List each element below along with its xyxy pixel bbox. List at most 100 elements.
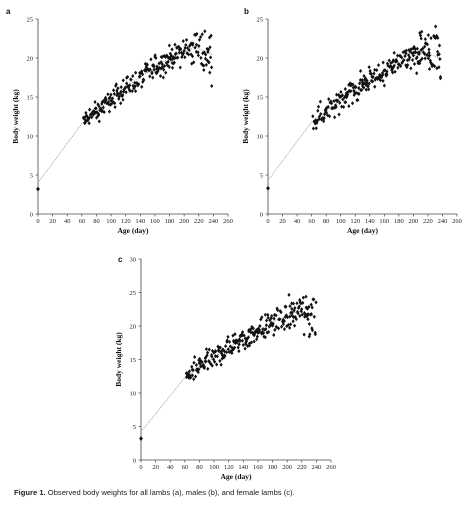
x-tick-label: 20 xyxy=(152,464,159,471)
data-point xyxy=(396,65,400,70)
data-point xyxy=(184,43,188,48)
data-point xyxy=(317,114,322,119)
data-point xyxy=(182,48,186,53)
data-point xyxy=(213,354,218,359)
data-point xyxy=(337,93,341,98)
data-point xyxy=(436,35,440,40)
data-point xyxy=(435,33,439,38)
data-point xyxy=(290,301,294,306)
x-tick-label: 20 xyxy=(279,218,286,225)
data-point xyxy=(266,315,270,320)
data-point xyxy=(187,52,191,57)
data-point xyxy=(314,300,318,305)
data-point xyxy=(255,334,259,339)
data-point xyxy=(351,82,355,87)
data-point xyxy=(206,366,210,371)
data-point xyxy=(190,54,195,59)
data-point xyxy=(270,323,274,328)
data-point xyxy=(167,65,171,70)
y-tick-label: 0 xyxy=(260,211,263,218)
data-point xyxy=(101,105,105,110)
data-point xyxy=(274,324,278,329)
data-point xyxy=(96,113,100,118)
data-point xyxy=(208,45,212,50)
data-point xyxy=(107,96,111,101)
fitted-growth-curve xyxy=(140,311,317,433)
data-point xyxy=(197,367,201,372)
y-axis-title: Body weight (kg) xyxy=(241,89,250,144)
data-point xyxy=(231,333,235,338)
data-point xyxy=(240,330,245,335)
caption-text: Observed body weights for all lambs (a),… xyxy=(47,488,295,497)
data-point xyxy=(105,101,109,106)
data-point xyxy=(315,118,319,123)
panel-label: a xyxy=(6,7,11,16)
data-point-birth xyxy=(139,436,143,441)
data-point xyxy=(418,58,423,63)
data-point xyxy=(140,72,145,77)
data-point xyxy=(114,82,118,87)
x-tick-label: 140 xyxy=(365,218,375,225)
data-point xyxy=(225,339,229,344)
data-point xyxy=(275,308,280,313)
data-point xyxy=(408,49,412,54)
data-point xyxy=(191,41,195,46)
data-point xyxy=(119,89,123,94)
x-tick-label: 260 xyxy=(223,218,233,225)
data-point xyxy=(432,34,436,39)
data-point xyxy=(104,97,108,102)
data-point xyxy=(264,326,268,331)
data-point xyxy=(324,110,328,115)
data-point xyxy=(312,119,316,124)
data-point xyxy=(357,91,361,96)
data-point xyxy=(134,70,138,75)
data-point xyxy=(97,104,101,109)
data-point xyxy=(202,50,206,55)
data-point xyxy=(119,101,123,106)
fitted-growth-curve xyxy=(267,51,443,181)
x-tick-label: 100 xyxy=(336,218,346,225)
data-point xyxy=(116,86,120,91)
data-point xyxy=(223,354,227,359)
y-tick-label: 15 xyxy=(257,94,264,101)
data-point xyxy=(411,57,415,62)
chart-panel-a: a 0 20 40 60 80 100 120 140 160 180 200 220 240 260 0 5 1… xyxy=(6,7,233,235)
data-point xyxy=(362,77,367,82)
data-point xyxy=(301,295,305,300)
data-point xyxy=(94,106,98,111)
data-point xyxy=(357,86,361,91)
data-point xyxy=(423,37,427,42)
data-point xyxy=(275,306,279,311)
data-point xyxy=(282,327,287,332)
x-tick-label: 0 xyxy=(266,218,269,225)
data-point xyxy=(158,73,163,78)
data-point xyxy=(316,108,320,113)
data-point xyxy=(152,64,156,69)
data-point xyxy=(203,56,208,61)
data-point xyxy=(251,326,255,331)
y-tick-label: 20 xyxy=(130,323,137,330)
data-point xyxy=(362,73,366,78)
data-point xyxy=(391,58,395,63)
data-point xyxy=(381,78,385,83)
data-point xyxy=(131,74,135,79)
y-tick-label: 20 xyxy=(27,55,34,62)
data-point xyxy=(380,71,385,76)
x-tick-label: 80 xyxy=(196,464,203,471)
data-point xyxy=(199,61,204,66)
data-point xyxy=(208,70,212,75)
data-point xyxy=(218,358,222,363)
data-point xyxy=(436,49,440,54)
data-point xyxy=(242,333,246,338)
data-point xyxy=(408,55,412,60)
data-point xyxy=(193,45,197,50)
data-point xyxy=(315,120,319,125)
data-point xyxy=(409,66,413,71)
data-point xyxy=(298,313,302,318)
data-point xyxy=(238,339,242,344)
data-point xyxy=(340,93,345,98)
data-point xyxy=(125,81,129,86)
data-point xyxy=(244,342,248,347)
data-point xyxy=(298,298,302,303)
data-point xyxy=(374,76,378,81)
